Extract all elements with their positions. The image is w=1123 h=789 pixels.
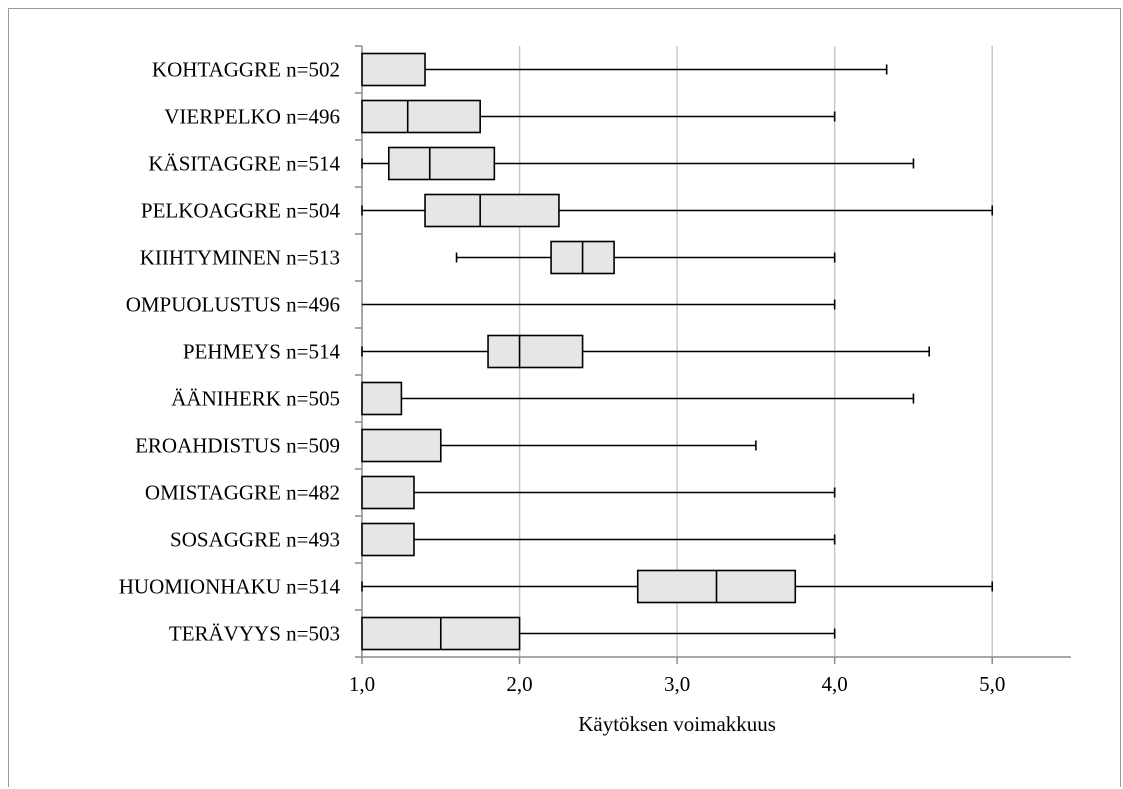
iqr-box <box>361 52 426 87</box>
category-label: KIIHTYMINEN n=513 <box>140 246 340 270</box>
category-label: KOHTAGGRE n=502 <box>152 58 340 82</box>
box-5 <box>455 240 836 275</box>
box-6 <box>362 299 836 310</box>
category-label: PEHMEYS n=514 <box>183 340 341 364</box>
box-12 <box>361 569 994 604</box>
category-labels: KOHTAGGRE n=502 VIERPELKO n=496 KÄSITAGGRE… <box>119 58 341 646</box>
category-label: SOSAGGRE n=493 <box>170 528 340 552</box>
category-label: KÄSITAGGRE n=514 <box>148 152 340 176</box>
category-label: HUOMIONHAKU n=514 <box>119 575 341 599</box>
x-tick-label: 2,0 <box>506 672 532 696</box>
x-tick-label: 1,0 <box>349 672 375 696</box>
iqr-box <box>361 99 481 134</box>
box-10 <box>361 475 836 510</box>
iqr-box <box>387 146 496 181</box>
iqr-box <box>487 334 584 369</box>
box-4 <box>361 193 994 228</box>
x-axis-ticks: 1,0 2,0 3,0 4,0 5,0 <box>349 657 1005 696</box>
category-label: OMPUOLUSTUS n=496 <box>126 293 340 317</box>
box-8 <box>361 381 915 416</box>
chart-frame <box>8 8 1121 787</box>
category-label: VIERPELKO n=496 <box>164 105 340 129</box>
box-7 <box>361 334 931 369</box>
y-axis-ticks <box>355 45 362 658</box>
category-label: PELKOAGGRE n=504 <box>141 199 341 223</box>
box-1 <box>361 52 888 87</box>
category-label: EROAHDISTUS n=509 <box>135 434 340 458</box>
box-2 <box>361 99 836 134</box>
category-label: TERÄVYYS n=503 <box>169 622 340 646</box>
x-axis-label: Käytöksen voimakkuus <box>578 712 776 736</box>
iqr-box <box>361 522 415 557</box>
iqr-box <box>361 428 442 463</box>
box-13 <box>361 616 836 651</box>
boxes <box>361 52 994 651</box>
x-tick-label: 5,0 <box>979 672 1005 696</box>
iqr-box <box>361 381 403 416</box>
box-11 <box>361 522 836 557</box>
box-9 <box>361 428 757 463</box>
iqr-box <box>361 475 415 510</box>
x-tick-label: 3,0 <box>664 672 690 696</box>
category-label: ÄÄNIHERK n=505 <box>171 387 340 411</box>
iqr-box <box>424 193 560 228</box>
category-label: OMISTAGGRE n=482 <box>145 481 340 505</box>
box-3 <box>361 146 915 181</box>
x-tick-label: 4,0 <box>822 672 848 696</box>
